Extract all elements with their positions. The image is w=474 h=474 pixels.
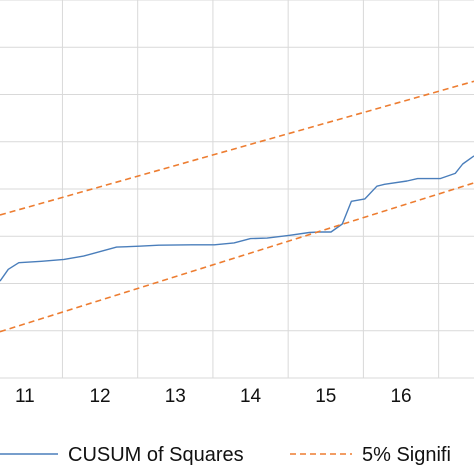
plot-area xyxy=(0,80,474,333)
legend: CUSUM of Squares 5% Signifi xyxy=(0,444,451,466)
legend-label: CUSUM of Squares xyxy=(68,444,244,466)
legend-label: 5% Signifi xyxy=(362,444,451,466)
x-tick-label: 15 xyxy=(315,386,336,407)
significance-bound-line xyxy=(0,182,474,333)
x-tick-label: 12 xyxy=(89,386,110,407)
x-axis-tick-labels: 11 12 13 14 15 16 xyxy=(15,386,412,407)
cusum-of-squares-line xyxy=(0,155,474,282)
x-tick-label: 16 xyxy=(390,386,411,407)
x-tick-label: 14 xyxy=(240,386,262,407)
x-tick-label: 13 xyxy=(165,386,186,407)
significance-bound-line xyxy=(0,80,474,216)
grid xyxy=(0,0,474,379)
x-tick-label: 11 xyxy=(15,386,35,407)
